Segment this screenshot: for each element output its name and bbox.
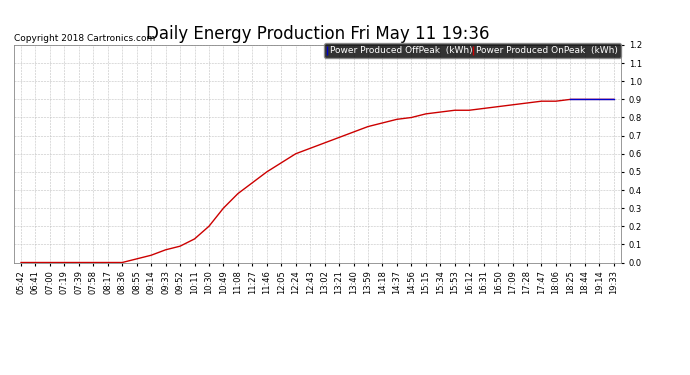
Title: Daily Energy Production Fri May 11 19:36: Daily Energy Production Fri May 11 19:36 [146, 26, 489, 44]
Text: Copyright 2018 Cartronics.com: Copyright 2018 Cartronics.com [14, 34, 155, 43]
Legend: Power Produced OffPeak  (kWh), Power Produced OnPeak  (kWh): Power Produced OffPeak (kWh), Power Prod… [324, 43, 621, 58]
